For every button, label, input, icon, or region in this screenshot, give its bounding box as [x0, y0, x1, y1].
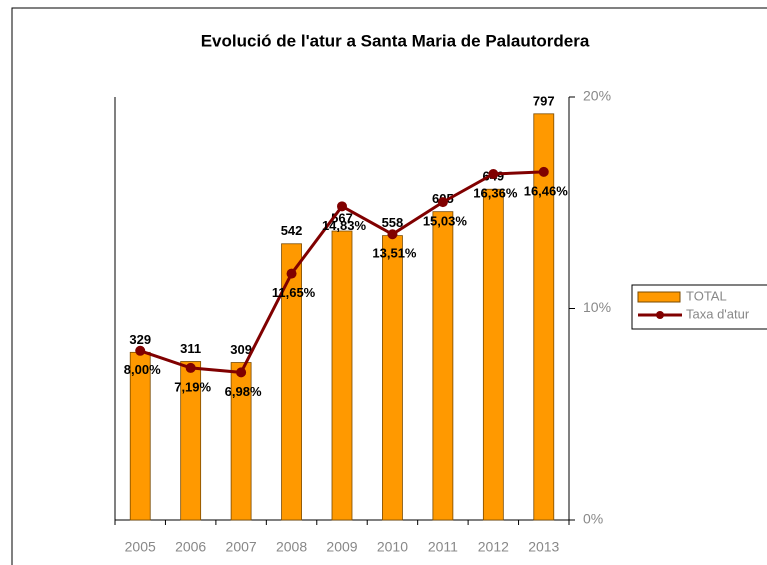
- legend-swatch: [637, 291, 681, 303]
- x-tick-label: 2011: [428, 539, 458, 555]
- line-value-label: 16,46%: [524, 183, 569, 198]
- bar-value-label: 542: [281, 223, 303, 238]
- line-value-label: 15,03%: [423, 214, 468, 229]
- line-marker: [135, 345, 146, 356]
- y2-tick-label: 10%: [583, 299, 611, 315]
- legend-label: TOTAL: [686, 288, 727, 303]
- bar-value-label: 309: [230, 342, 252, 357]
- bar: [382, 235, 403, 521]
- line-marker: [387, 229, 398, 240]
- x-tick-label: 2007: [226, 539, 257, 555]
- y2-tick-label: 0%: [583, 511, 603, 527]
- line-value-label: 8,00%: [124, 362, 161, 377]
- legend-label: Taxa d'atur: [686, 306, 750, 321]
- bar: [230, 362, 252, 521]
- bar: [533, 113, 555, 521]
- bar: [482, 188, 504, 521]
- x-tick-label: 2008: [276, 539, 307, 555]
- line-marker: [236, 367, 247, 378]
- x-tick-label: 2005: [125, 539, 156, 555]
- line-marker: [538, 166, 549, 177]
- bar-value-label: 311: [180, 341, 201, 356]
- line-marker: [488, 168, 499, 179]
- chart-title: Evolució de l'atur a Santa Maria de Pala…: [201, 31, 590, 50]
- line-value-label: 16,36%: [473, 185, 518, 200]
- bar-value-label: 558: [382, 215, 404, 230]
- y2-tick-label: 20%: [583, 88, 611, 104]
- legend-marker: [656, 311, 664, 319]
- line-marker: [437, 197, 448, 208]
- bar: [331, 230, 353, 521]
- line-marker: [185, 362, 196, 373]
- bar: [180, 361, 202, 521]
- line-value-label: 7,19%: [174, 379, 211, 394]
- bar-value-label: 797: [533, 93, 555, 108]
- bar: [281, 243, 302, 521]
- line-marker: [337, 201, 347, 212]
- x-tick-label: 2010: [377, 539, 408, 555]
- x-tick-label: 2006: [175, 539, 206, 555]
- bar: [129, 351, 151, 521]
- line-value-label: 14,83%: [322, 218, 367, 233]
- line-value-label: 11,65%: [272, 285, 316, 300]
- x-tick-label: 2012: [478, 539, 509, 555]
- line-value-label: 6,98%: [225, 384, 262, 399]
- line-marker: [286, 268, 297, 279]
- x-tick-label: 2013: [528, 539, 559, 555]
- line-value-label: 13,51%: [372, 246, 417, 261]
- x-tick-label: 2009: [326, 539, 357, 555]
- bar-value-label: 329: [129, 332, 151, 347]
- bar: [432, 211, 454, 521]
